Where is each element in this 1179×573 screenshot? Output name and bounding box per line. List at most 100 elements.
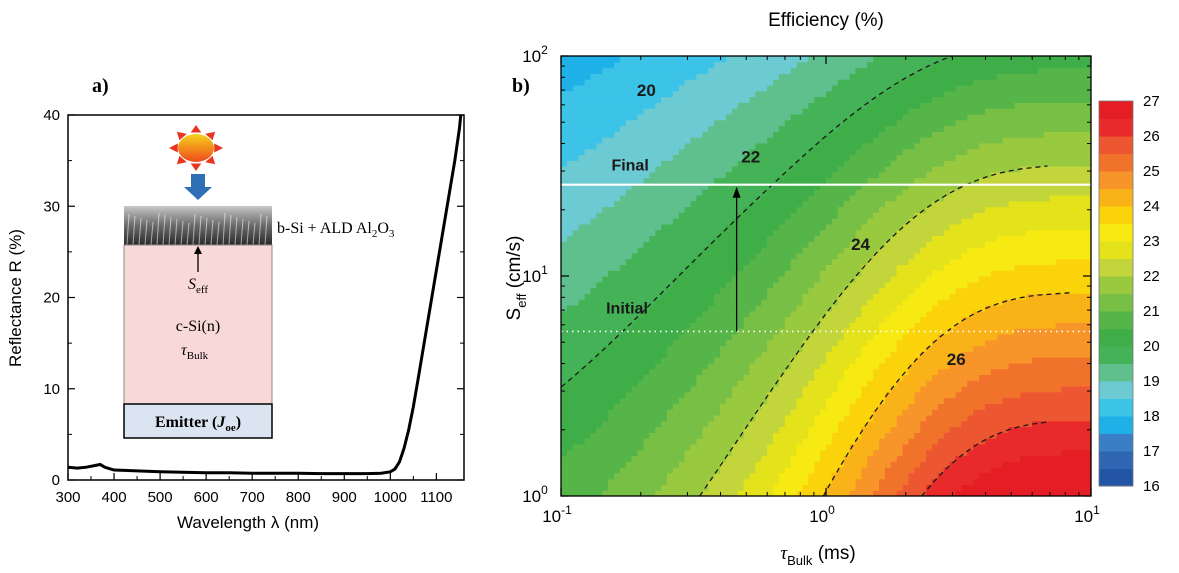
heat-cell [937, 449, 945, 457]
heat-cell [578, 160, 586, 167]
heat-cell [608, 171, 615, 179]
heat-cell [884, 287, 892, 294]
y-tick-label: 20 [43, 290, 60, 307]
heat-cell [625, 328, 633, 335]
heat-cell [837, 270, 845, 277]
heat-cell [637, 333, 645, 341]
heat-cell [566, 61, 574, 69]
heat-cell [879, 235, 886, 242]
heat-cell [884, 102, 892, 109]
heat-cell [637, 449, 645, 457]
heat-cell [896, 287, 904, 294]
heat-cell [566, 166, 574, 173]
heat-cell [584, 166, 592, 173]
heat-cell [796, 362, 804, 370]
heat-cell [749, 177, 756, 184]
heat-cell [843, 177, 851, 184]
heat-cell [649, 171, 656, 179]
heat-cell [855, 368, 862, 376]
heat-cell [743, 90, 751, 98]
heat-cell [749, 148, 756, 156]
heat-cell [837, 61, 845, 69]
heat-cell [784, 345, 792, 352]
heat-cell [655, 368, 662, 376]
heat-cell [802, 490, 809, 496]
heat-cell [914, 218, 921, 225]
heat-cell [619, 351, 627, 358]
heat-cell [578, 212, 586, 219]
heat-cell [761, 183, 768, 190]
heat-cell [937, 316, 945, 323]
heat-cell [808, 368, 815, 376]
heat-cell [614, 409, 621, 416]
heat-cell [926, 160, 933, 167]
heat-cell [731, 414, 739, 422]
heat-cell [561, 304, 568, 312]
heat-cell [584, 380, 592, 387]
heat-cell [831, 357, 839, 364]
heat-cell [884, 484, 892, 491]
heat-cell [796, 380, 804, 387]
heat-cell [590, 142, 597, 150]
heat-cell [672, 137, 680, 144]
heat-cell [926, 310, 933, 318]
heat-cell [849, 131, 857, 138]
heat-cell [920, 194, 927, 202]
heat-cell [590, 310, 597, 318]
heat-cell [702, 73, 709, 80]
heat-cell [932, 391, 939, 399]
heat-cell [655, 276, 662, 283]
heat-cell [767, 200, 774, 208]
heat-cell [820, 287, 827, 294]
heat-cell [631, 443, 639, 451]
heat-cell [896, 374, 904, 381]
heat-cell [767, 490, 774, 496]
heat-cell [802, 61, 809, 69]
heat-cell [796, 200, 804, 208]
heat-cell [696, 380, 703, 387]
heat-cell [802, 357, 809, 364]
heat-cell [667, 397, 674, 404]
heat-cell [690, 345, 698, 352]
heat-cell [690, 252, 698, 260]
heat-cell [890, 490, 898, 496]
heat-cell [590, 293, 597, 300]
heat-cell [867, 374, 874, 381]
heat-cell [802, 287, 809, 294]
heat-cell [561, 235, 568, 242]
heat-cell [867, 56, 874, 63]
heat-cell [902, 194, 910, 202]
bsi-spike [222, 212, 226, 246]
heat-cell [802, 478, 809, 486]
heat-cell [914, 467, 921, 474]
heat-cell [790, 351, 798, 358]
heat-cell [743, 351, 751, 358]
heat-cell [867, 380, 874, 387]
heat-cell [631, 287, 639, 294]
heat-cell [566, 438, 574, 445]
heat-cell [843, 409, 851, 416]
heat-cell [608, 287, 615, 294]
heat-cell [561, 229, 568, 237]
heat-cell [743, 449, 751, 457]
heat-cell [602, 304, 609, 312]
heat-cell [861, 142, 868, 150]
heat-cell [761, 380, 768, 387]
heat-cell [696, 212, 703, 219]
heat-cell [826, 79, 833, 86]
heat-cell [743, 380, 751, 387]
heat-cell [914, 131, 921, 138]
heat-cell [902, 461, 910, 468]
heat-cell [566, 333, 574, 341]
heat-cell [831, 61, 839, 69]
heat-cell [667, 235, 674, 242]
heat-cell [678, 443, 686, 451]
heat-cell [578, 194, 586, 202]
heat-cell [855, 397, 862, 404]
heat-cell [725, 397, 733, 404]
heat-cell [808, 84, 815, 92]
heat-cell [843, 102, 851, 109]
heat-cell [896, 160, 904, 167]
heat-cell [602, 73, 609, 80]
heat-cell [649, 484, 656, 491]
